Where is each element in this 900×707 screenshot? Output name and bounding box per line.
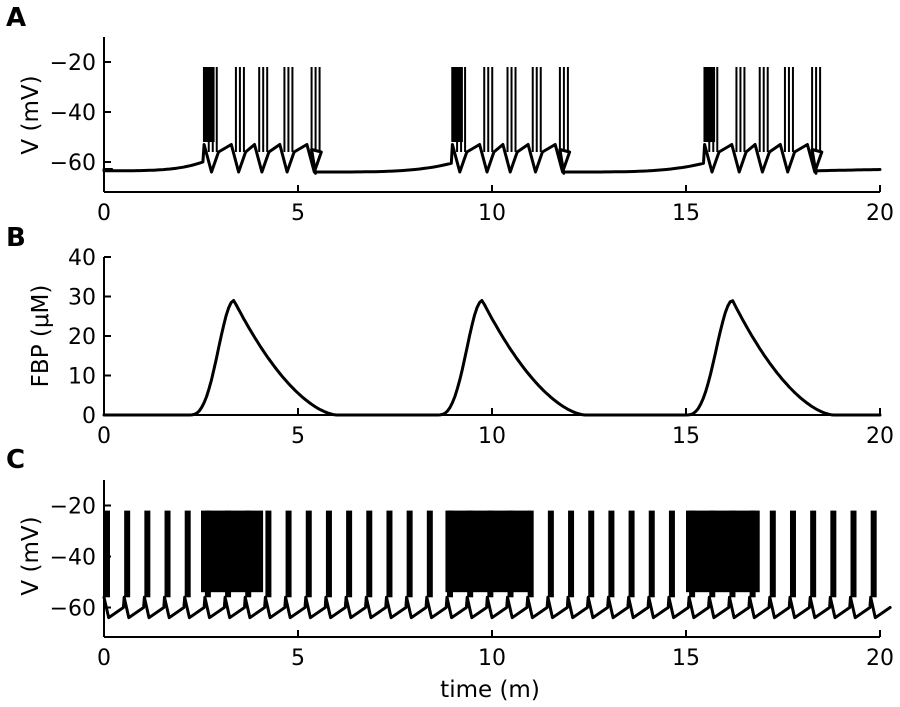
axes-a: 0 5 10 15 20 −20 −40 −60: [50, 37, 894, 226]
y-axis-label-a: V (mV): [18, 75, 44, 154]
spike: [487, 510, 494, 598]
x-tick-label: 10: [478, 201, 506, 226]
y-axis-label-b: FBP (μM): [28, 285, 54, 388]
spike: [507, 510, 514, 598]
spike: [204, 510, 211, 598]
y-tick-label: 10: [68, 365, 96, 390]
spike: [406, 510, 413, 598]
spike: [346, 510, 353, 598]
y-tick-label: −40: [50, 101, 96, 126]
voltage-trace-a: [102, 67, 882, 175]
spike: [325, 510, 332, 598]
spike: [547, 510, 554, 598]
spike: [729, 510, 736, 598]
axes-b: 0 5 10 15 20 0 10 20 30 40: [68, 246, 894, 449]
spike: [850, 510, 857, 598]
y-tick-label: 20: [68, 325, 96, 350]
spike: [285, 510, 292, 598]
spike: [184, 510, 191, 598]
y-axis-label-c: V (mV): [18, 516, 44, 595]
spike: [769, 510, 776, 598]
spike: [527, 510, 534, 598]
x-axis-label: time (m): [440, 677, 540, 703]
x-tick-label: 10: [478, 424, 506, 449]
x-tick-label: 20: [866, 424, 894, 449]
spike: [588, 510, 595, 598]
spike: [689, 510, 696, 598]
fbp-line: [102, 299, 882, 417]
y-tick-label: −40: [50, 546, 96, 571]
panel-a: A V (mV) 0 5 10 15 20 −20 −40 −60: [6, 3, 894, 226]
spike: [648, 510, 655, 598]
x-tick-label: 5: [291, 424, 305, 449]
spike: [426, 510, 433, 598]
x-tick-label: 15: [672, 646, 700, 671]
spike: [789, 510, 796, 598]
y-tick-label: −60: [50, 597, 96, 622]
y-tick-label: 40: [68, 246, 96, 271]
x-tick-label: 10: [478, 646, 506, 671]
spike: [245, 510, 252, 598]
y-tick-label: 30: [68, 286, 96, 311]
spike: [810, 510, 817, 598]
spike: [124, 510, 131, 598]
x-tick-label: 0: [97, 201, 111, 226]
y-tick-label: −60: [50, 151, 96, 176]
x-tick-label: 20: [866, 646, 894, 671]
fbp-trace-b: [102, 299, 882, 417]
panel-label-a: A: [6, 3, 26, 33]
spike: [366, 510, 373, 598]
spike: [568, 510, 575, 598]
spike: [709, 510, 716, 598]
voltage-trace-c: [102, 510, 892, 620]
spike: [870, 510, 877, 598]
spike: [446, 510, 453, 598]
spike: [164, 510, 171, 598]
y-tick-label: −20: [50, 495, 96, 520]
voltage-line: [102, 595, 892, 620]
spike: [749, 510, 756, 598]
spike: [144, 510, 151, 598]
spike: [830, 510, 837, 598]
panel-b: B FBP (μM) 0 5 10 15 20 0 10 20 30 40: [6, 223, 894, 449]
spike: [628, 510, 635, 598]
dense-spiking-region: [201, 510, 264, 593]
panel-label-c: C: [6, 445, 25, 475]
x-tick-label: 15: [672, 424, 700, 449]
spike: [668, 510, 675, 598]
x-tick-label: 15: [672, 201, 700, 226]
spike: [305, 510, 312, 598]
x-tick-label: 20: [866, 201, 894, 226]
panel-c: C V (mV) 0 5 10 15 20 −20 −40 −60 time (m): [6, 445, 894, 703]
y-tick-label: 0: [82, 404, 96, 429]
dense-spiking-region: [686, 510, 760, 593]
spike: [467, 510, 474, 598]
panel-label-b: B: [6, 223, 26, 253]
spike: [265, 510, 272, 598]
y-tick-label: −20: [50, 51, 96, 76]
x-tick-label: 5: [291, 201, 305, 226]
voltage-line: [102, 143, 882, 175]
x-tick-label: 5: [291, 646, 305, 671]
spike: [608, 510, 615, 598]
x-tick-label: 0: [97, 646, 111, 671]
spike: [104, 510, 110, 598]
spike: [386, 510, 393, 598]
spike: [225, 510, 232, 598]
x-tick-label: 0: [97, 424, 111, 449]
